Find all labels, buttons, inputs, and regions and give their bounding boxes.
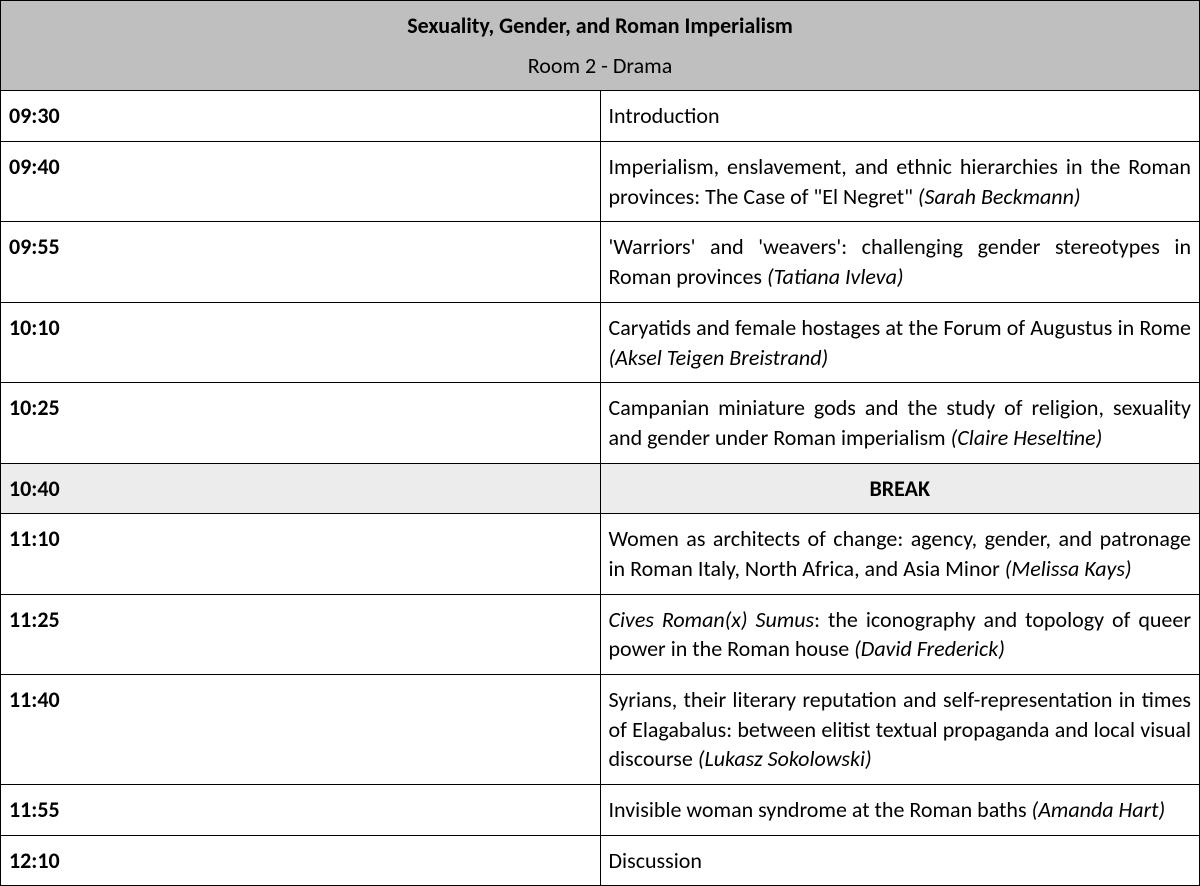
- time-cell: 09:55: [1, 222, 601, 302]
- description-cell: Women as architects of change: agency, g…: [600, 514, 1200, 594]
- room-label: Room 2 - Drama: [1, 47, 1200, 91]
- description-cell: Introduction: [600, 91, 1200, 142]
- speaker-name: (Amanda Hart): [1032, 796, 1166, 823]
- speaker-name: (David Frederick): [854, 635, 1005, 662]
- table-row: 11:25Cives Roman(x) Sumus: the iconograp…: [1, 594, 1200, 674]
- description-cell: Syrians, their literary reputation and s…: [600, 675, 1200, 785]
- description-cell: Caryatids and female hostages at the For…: [600, 302, 1200, 382]
- table-row: 09:55'Warriors' and 'weavers': challengi…: [1, 222, 1200, 302]
- table-row: 11:55 Invisible woman syndrome at the Rom…: [1, 785, 1200, 836]
- time-cell: 10:25: [1, 383, 601, 463]
- time-cell: 11:10: [1, 514, 601, 594]
- table-row: 12:10Discussion: [1, 835, 1200, 886]
- time-cell: 09:40: [1, 142, 601, 222]
- talk-title: Invisible woman syndrome at the Roman ba…: [609, 796, 1032, 823]
- time-cell: 11:40: [1, 675, 601, 785]
- speaker-name: (Melissa Kays): [1005, 555, 1132, 582]
- table-row: 09:40Imperialism, enslavement, and ethni…: [1, 142, 1200, 222]
- table-row: 10:25Campanian miniature gods and the st…: [1, 383, 1200, 463]
- talk-title: Imperialism, enslavement, and ethnic hie…: [609, 153, 1192, 210]
- description-cell: Discussion: [600, 835, 1200, 886]
- description-cell: Imperialism, enslavement, and ethnic hie…: [600, 142, 1200, 222]
- schedule-table: Sexuality, Gender, and Roman Imperialism…: [0, 0, 1200, 886]
- speaker-name: (Sarah Beckmann): [918, 183, 1081, 210]
- talk-title-italic: Cives Roman(x) Sumus: [609, 606, 815, 633]
- description-cell: Cives Roman(x) Sumus: the iconography an…: [600, 594, 1200, 674]
- talk-title: Campanian miniature gods and the study o…: [609, 394, 1192, 451]
- table-row: 09:30Introduction: [1, 91, 1200, 142]
- table-row: 10:10 Caryatids and female hostages at th…: [1, 302, 1200, 382]
- description-cell: Invisible woman syndrome at the Roman ba…: [600, 785, 1200, 836]
- header-row: Sexuality, Gender, and Roman Imperialism: [1, 1, 1200, 47]
- time-cell: 12:10: [1, 835, 601, 886]
- subheader-row: Room 2 - Drama: [1, 47, 1200, 91]
- speaker-name: (Claire Heseltine): [951, 424, 1103, 451]
- time-cell: 11:55: [1, 785, 601, 836]
- speaker-name: (Tatiana Ivleva): [767, 263, 904, 290]
- description-cell: BREAK: [600, 463, 1200, 514]
- talk-title: Caryatids and female hostages at the For…: [609, 314, 1192, 341]
- session-title: Sexuality, Gender, and Roman Imperialism: [1, 1, 1200, 47]
- time-cell: 10:10: [1, 302, 601, 382]
- description-cell: Campanian miniature gods and the study o…: [600, 383, 1200, 463]
- table-row: 10:40BREAK: [1, 463, 1200, 514]
- table-row: 11:40Syrians, their literary reputation …: [1, 675, 1200, 785]
- table-row: 11:10Women as architects of change: agen…: [1, 514, 1200, 594]
- time-cell: 09:30: [1, 91, 601, 142]
- talk-title: Syrians, their literary reputation and s…: [609, 686, 1192, 772]
- speaker-name: (Lukasz Sokolowski): [698, 745, 872, 772]
- time-cell: 10:40: [1, 463, 601, 514]
- time-cell: 11:25: [1, 594, 601, 674]
- speaker-name: (Aksel Teigen Breistrand): [609, 344, 829, 371]
- description-cell: 'Warriors' and 'weavers': challenging ge…: [600, 222, 1200, 302]
